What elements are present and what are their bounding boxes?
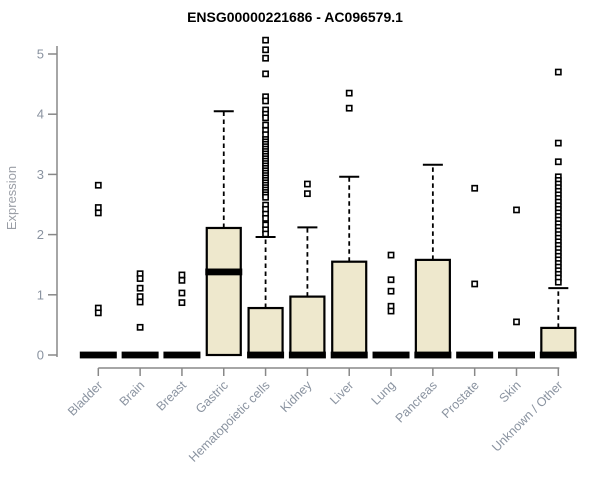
box-series-layer: [79, 36, 577, 359]
median-bar: [247, 351, 285, 359]
outlier-point: [178, 276, 186, 284]
median-bar: [498, 351, 535, 359]
box-rect: [414, 258, 451, 357]
box-rect: [289, 295, 326, 357]
outlier-point: [136, 284, 144, 292]
box-group-unknown-other: [539, 68, 577, 359]
x-category-label: Gastric: [193, 378, 231, 416]
outlier-point: [262, 46, 269, 54]
y-tick-label: 0: [37, 348, 44, 363]
y-tick-label: 4: [37, 107, 44, 122]
outlier-point: [94, 181, 102, 189]
y-tick-label: 1: [37, 287, 44, 302]
box-group-pancreas: [414, 163, 452, 359]
box-rect: [247, 306, 284, 357]
outlier-point: [136, 298, 144, 306]
x-category-label: Pancreas: [393, 378, 440, 425]
outlier-point: [513, 206, 520, 214]
x-category-label: Liver: [327, 378, 356, 407]
box-rect: [331, 260, 368, 357]
outlier-point: [178, 299, 186, 307]
outlier-point: [136, 293, 144, 301]
outlier-point: [387, 307, 395, 315]
box-group-liver: [330, 89, 368, 359]
box-rect: [205, 226, 242, 357]
outlier-point: [554, 68, 562, 76]
outlier-point: [387, 276, 395, 284]
median-bar: [414, 351, 452, 359]
outlier-point: [554, 139, 562, 147]
x-category-label: Hematopoietic cells: [186, 378, 273, 465]
outlier-point: [178, 271, 186, 279]
outlier-point: [136, 275, 144, 282]
box-rect: [540, 326, 577, 357]
median-bar: [288, 351, 326, 359]
outlier-point: [387, 287, 395, 295]
y-tick-label: 5: [37, 47, 44, 62]
y-tick-label: 2: [37, 227, 44, 242]
box-group-gastric: [205, 110, 243, 357]
x-category-label: Unknown / Other: [489, 378, 565, 454]
median-bar: [163, 351, 201, 359]
outlier-point: [471, 280, 479, 288]
outlier-point: [345, 89, 353, 97]
box-group-kidney: [288, 180, 326, 359]
box-group-skin: [498, 206, 535, 359]
x-category-label: Kidney: [278, 378, 315, 415]
outlier-point: [262, 36, 269, 44]
median-bar: [330, 351, 368, 359]
median-bar: [79, 351, 117, 359]
outlier-point: [554, 158, 562, 166]
outlier-point: [94, 204, 102, 211]
outlier-point: [262, 70, 269, 78]
box-group-brain: [121, 270, 159, 359]
outlier-point: [303, 180, 311, 188]
median-bar: [205, 268, 243, 276]
box-group-prostate: [456, 184, 494, 359]
outlier-point: [262, 54, 269, 62]
median-bar: [121, 351, 159, 359]
chart-title: ENSG00000221686 - AC096579.1: [187, 9, 403, 25]
outlier-point: [262, 114, 269, 122]
outlier-point: [178, 289, 186, 297]
median-bar: [372, 351, 410, 359]
outlier-point: [262, 121, 269, 129]
x-category-label: Bladder: [65, 378, 105, 418]
outlier-point: [262, 230, 269, 238]
x-category-label: Prostate: [439, 378, 482, 421]
y-axis-title: Expression: [4, 166, 19, 230]
axes-layer: 0 1 2 3 4 5 Bladder Brain Breast GastricHematopoi…: [37, 46, 565, 465]
outlier-point: [94, 309, 102, 317]
y-tick-label: 3: [37, 167, 44, 182]
box-group-bladder: [79, 181, 117, 359]
x-category-label: Lung: [369, 378, 399, 408]
box-group-lung: [372, 251, 410, 359]
outlier-point: [387, 251, 395, 259]
outlier-point: [303, 190, 311, 198]
outlier-point: [513, 318, 520, 326]
outlier-point: [262, 214, 269, 222]
x-category-label: Brain: [117, 378, 148, 409]
outlier-point: [94, 209, 102, 217]
median-bar: [456, 351, 494, 359]
x-category-label: Breast: [154, 378, 190, 414]
outlier-point: [262, 97, 269, 105]
median-bar: [539, 351, 577, 359]
outlier-point: [345, 104, 353, 112]
box-group-breast: [163, 271, 201, 359]
box-group-hematopoietic-cells: [247, 36, 285, 359]
x-category-label: Skin: [497, 378, 524, 405]
outlier-point: [471, 184, 479, 192]
outlier-point: [136, 323, 144, 331]
outlier-point: [554, 278, 562, 286]
outlier-point: [262, 193, 269, 201]
